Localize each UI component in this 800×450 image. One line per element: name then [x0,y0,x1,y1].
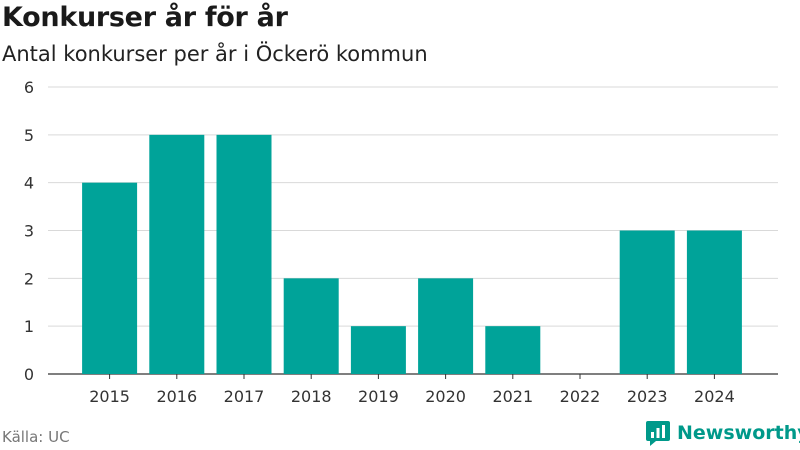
bar-2015[interactable] [82,182,138,374]
bar-2020[interactable] [418,278,474,374]
bars [82,134,742,375]
x-tick-label: 2018 [291,387,332,406]
y-tick-label: 5 [24,126,34,145]
x-tick-label: 2021 [492,387,533,406]
bar-2021[interactable] [485,326,541,374]
y-tick-label: 3 [24,222,34,241]
bar-2016[interactable] [149,134,205,374]
y-tick-label: 1 [24,317,34,336]
bar-2024[interactable] [686,230,742,375]
chart-title: Konkurser år för år [2,2,288,33]
x-tick-label: 2023 [627,387,668,406]
source-label: Källa: UC [2,428,70,446]
x-tick-label: 2017 [224,387,265,406]
y-tick-label: 6 [24,78,34,97]
bar-chart: 0 1 2 3 4 5 6 2015 2016 2017 2018 2019 2020 2021 2022… [24,78,778,406]
bar-2018[interactable] [283,278,339,374]
brand-name: Newsworthy [677,422,800,444]
newsworthy-logo-icon [646,421,670,446]
chart-subtitle: Antal konkurser per år i Öckerö kommun [2,42,428,66]
x-tick-label: 2016 [156,387,197,406]
x-tick-label: 2022 [560,387,601,406]
bar-2019[interactable] [350,326,406,374]
y-axis-ticks: 0 1 2 3 4 5 6 [24,78,34,384]
bar-2017[interactable] [216,134,272,374]
x-tick-label: 2024 [694,387,735,406]
y-tick-label: 4 [24,174,34,193]
x-tick-label: 2019 [358,387,399,406]
y-tick-label: 0 [24,365,34,384]
y-tick-label: 2 [24,269,34,288]
x-tick-label: 2020 [425,387,466,406]
x-axis-ticks: 2015 2016 2017 2018 2019 2020 2021 2022 2023 2024 [89,374,735,406]
bar-2023[interactable] [619,230,675,375]
x-tick-label: 2015 [89,387,130,406]
brand-logo[interactable]: Newsworthy [645,420,800,446]
